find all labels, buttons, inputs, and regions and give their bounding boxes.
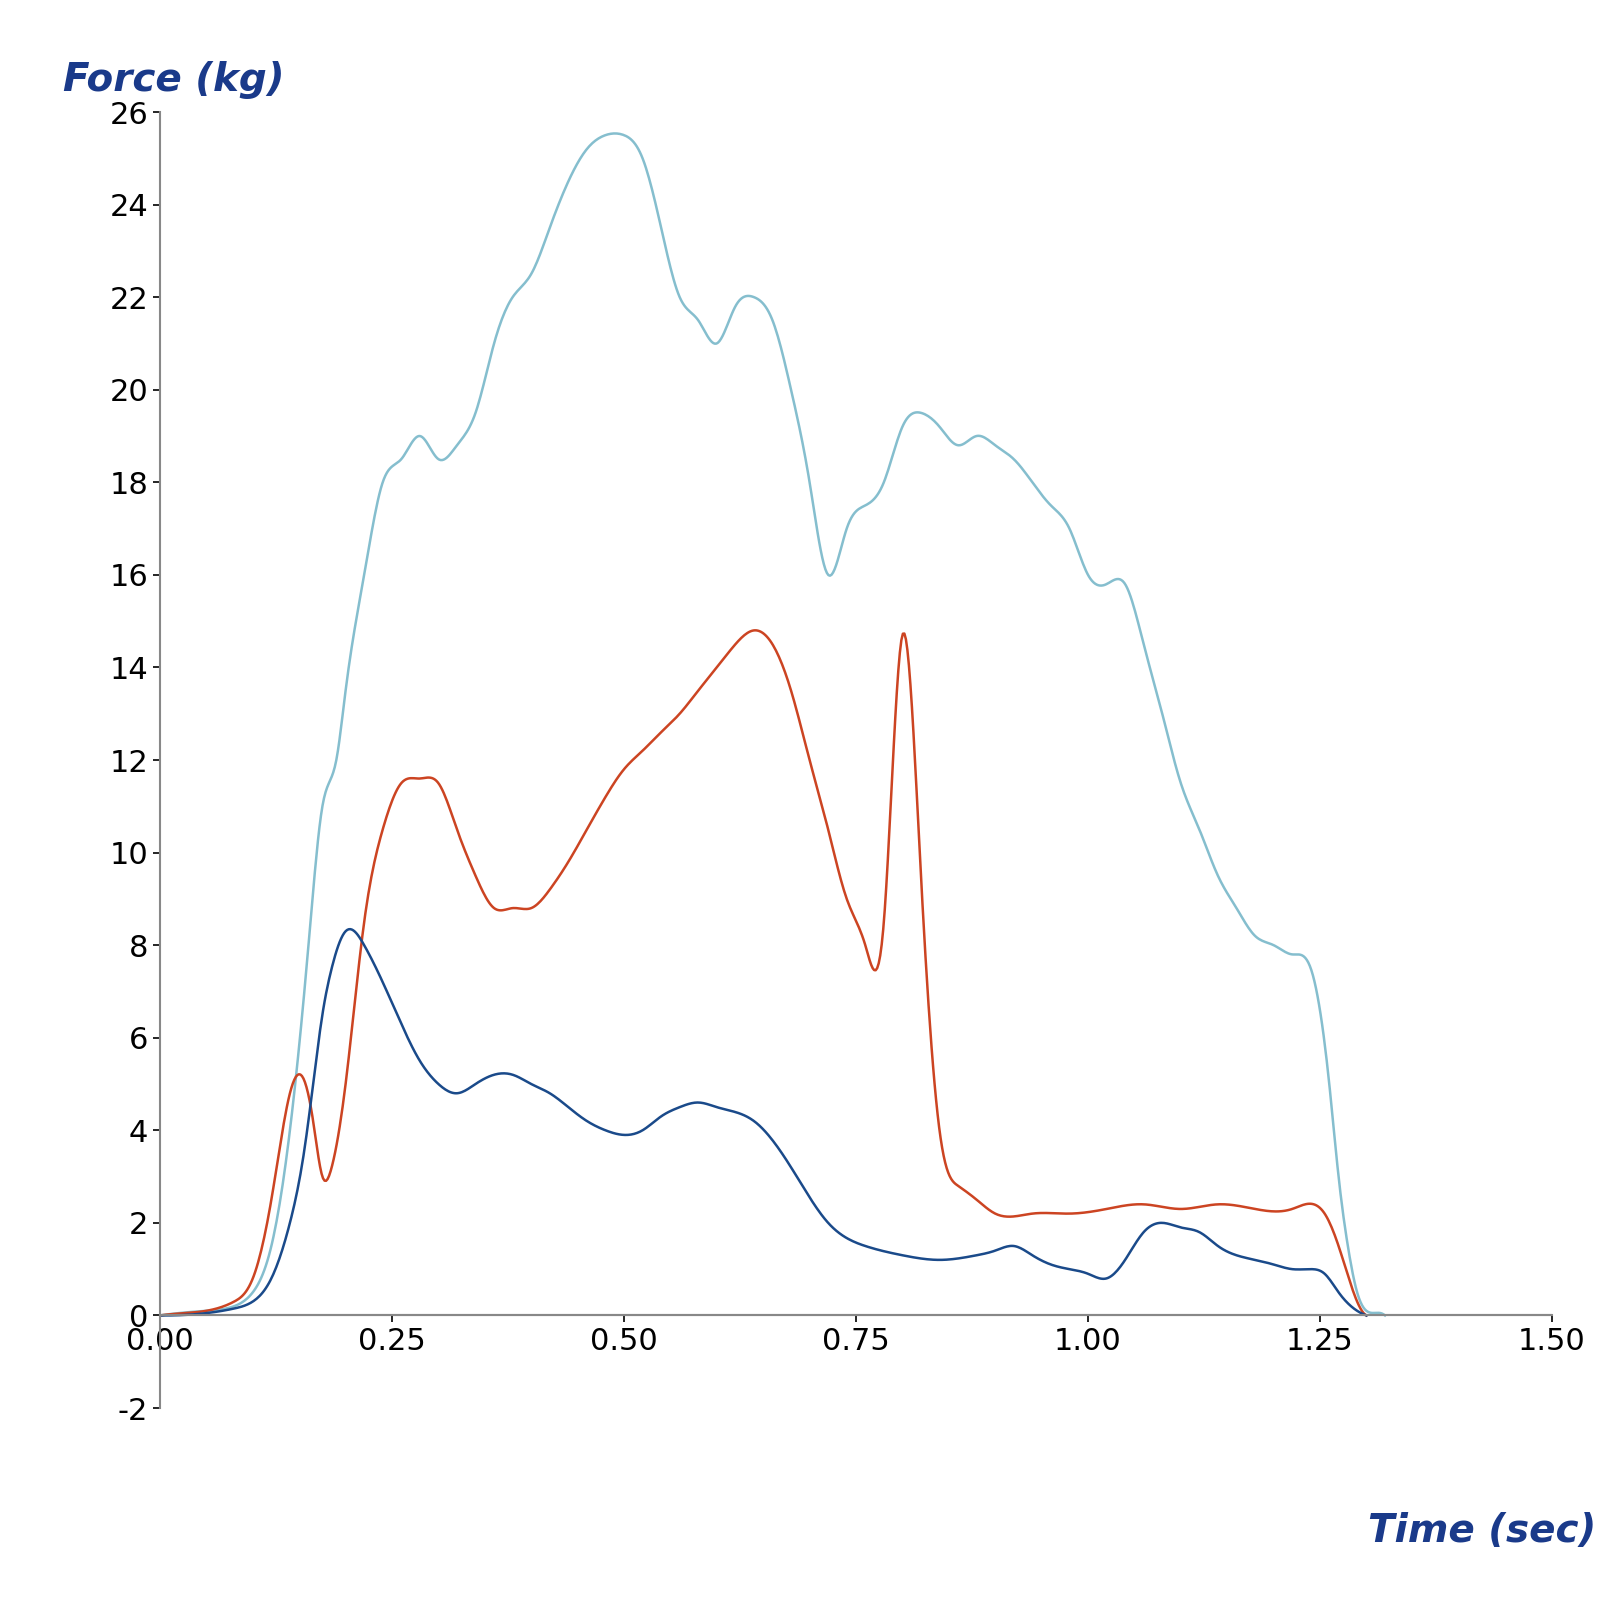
X-axis label: Time (sec): Time (sec) <box>1368 1512 1597 1550</box>
Text: Force (kg): Force (kg) <box>62 61 285 99</box>
